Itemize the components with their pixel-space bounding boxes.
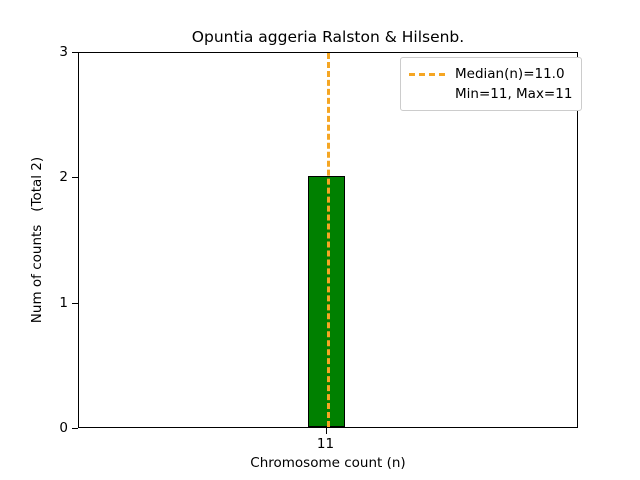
legend-entry-minmax: Min=11, Max=11	[409, 84, 572, 104]
y-tick-label-3: 3	[59, 44, 68, 60]
y-tick-mark-2	[72, 177, 78, 179]
median-line	[326, 53, 330, 427]
chart-title: Opuntia aggeria Ralston & Hilsenb.	[191, 28, 465, 46]
y-tick-label-1: 1	[59, 294, 68, 311]
y-tick-mark-0	[72, 427, 78, 429]
plot-area	[78, 52, 578, 428]
x-tick-label-11: 11	[316, 436, 335, 452]
legend-entry-median: Median(n)=11.0	[409, 64, 572, 84]
y-tick-label-2: 2	[59, 169, 68, 186]
y-tick-mark-1	[72, 302, 78, 304]
x-tick-mark-11	[325, 428, 327, 434]
x-axis-label: Chromosome count (n)	[250, 455, 406, 471]
y-axis-label-total: (Total 2)	[29, 156, 45, 212]
y-axis-label-line1: Num of counts	[29, 224, 45, 324]
y-tick-mark-3	[72, 52, 78, 53]
y-tick-label-0: 0	[59, 419, 68, 436]
legend: Median(n)=11.0 Min=11, Max=11	[400, 57, 583, 111]
legend-label-median: Median(n)=11.0	[455, 66, 565, 82]
y-axis-label: Num of counts (Total 2)	[29, 52, 45, 428]
legend-label-minmax: Min=11, Max=11	[455, 86, 573, 102]
legend-dashed-line-icon	[409, 72, 445, 76]
